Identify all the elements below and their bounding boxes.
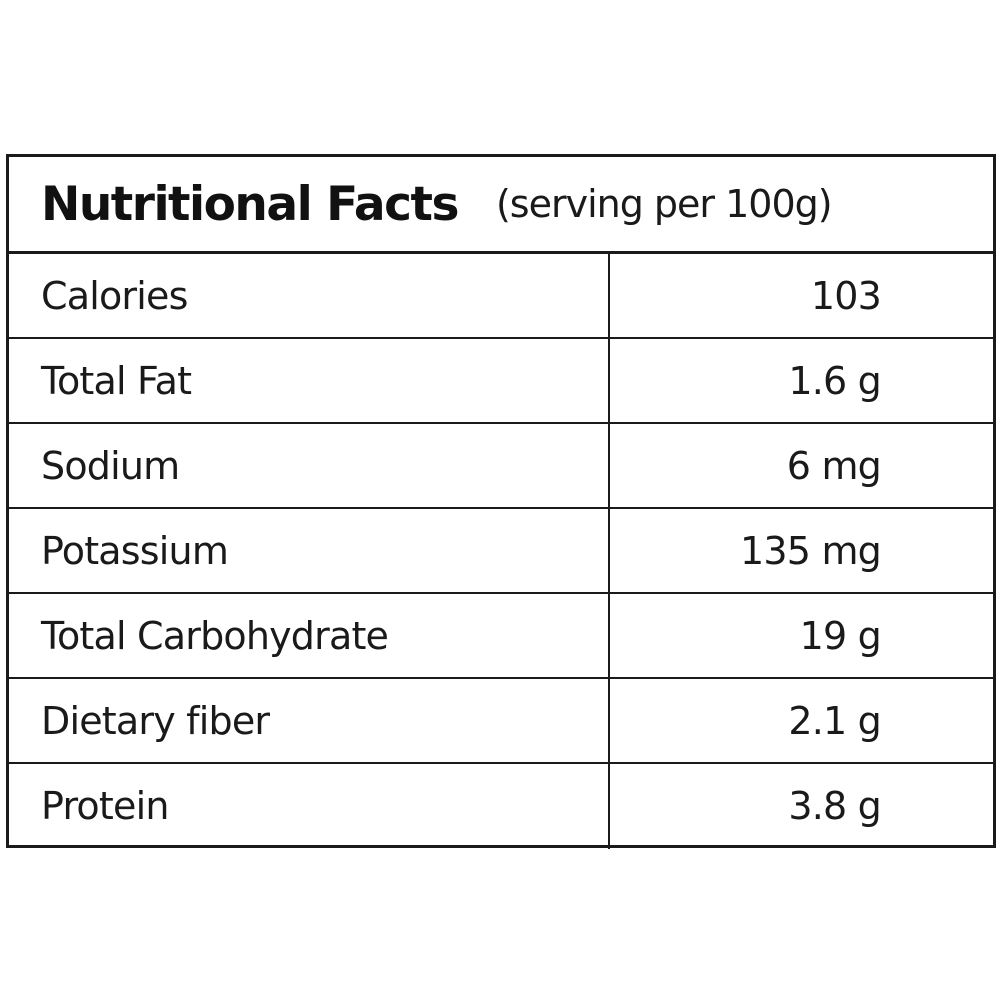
table-row-total-carbohydrate: Total Carbohydrate 19 g: [9, 594, 993, 679]
table-row-sodium: Sodium 6 mg: [9, 424, 993, 509]
row-label: Dietary fiber: [41, 699, 270, 743]
row-label: Sodium: [41, 444, 180, 488]
row-value: 6 mg: [608, 424, 993, 509]
table-row-protein: Protein 3.8 g: [9, 764, 993, 849]
row-label: Total Fat: [41, 359, 192, 403]
row-value: 2.1 g: [608, 679, 993, 764]
table-header: Nutritional Facts (serving per 100g): [9, 157, 993, 254]
row-value: 135 mg: [608, 509, 993, 594]
row-value: 103: [608, 254, 993, 339]
table-title: Nutritional Facts: [41, 176, 459, 232]
nutrition-facts-table: Nutritional Facts (serving per 100g) Cal…: [6, 154, 996, 849]
row-label: Protein: [41, 784, 169, 828]
table-row-potassium: Potassium 135 mg: [9, 509, 993, 594]
row-value: 1.6 g: [608, 339, 993, 424]
table-row-dietary-fiber: Dietary fiber 2.1 g: [9, 679, 993, 764]
table-row-total-fat: Total Fat 1.6 g: [9, 339, 993, 424]
row-value: 3.8 g: [608, 764, 993, 849]
table-row-calories: Calories 103: [9, 254, 993, 339]
row-label: Potassium: [41, 529, 229, 573]
row-value: 19 g: [608, 594, 993, 679]
row-label: Calories: [41, 274, 188, 318]
row-label: Total Carbohydrate: [41, 614, 389, 658]
serving-size-note: (serving per 100g): [495, 182, 833, 226]
